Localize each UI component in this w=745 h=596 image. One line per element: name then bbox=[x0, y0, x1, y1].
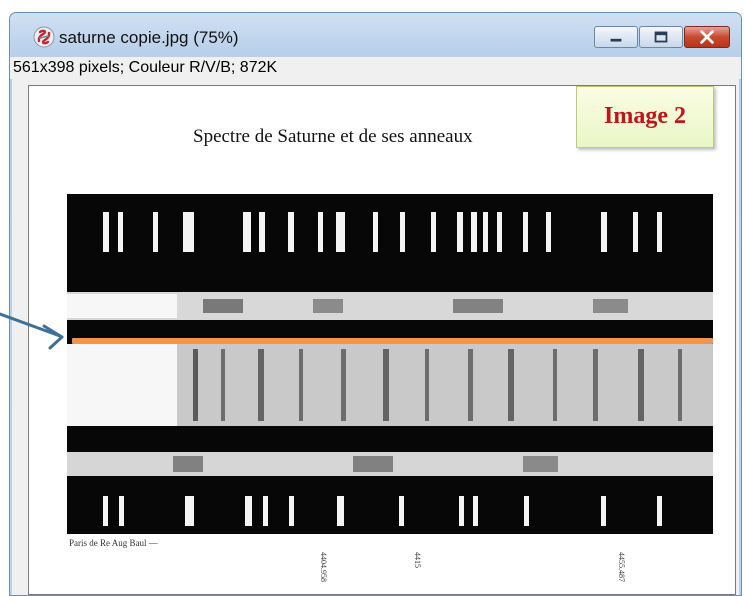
maximize-icon bbox=[654, 31, 668, 43]
bottom-calibration-lines bbox=[103, 496, 662, 526]
wavelength-label-3: 4455.487 bbox=[617, 552, 626, 582]
close-icon bbox=[700, 30, 714, 44]
minimize-icon bbox=[610, 38, 622, 42]
window-title: saturne copie.jpg (75%) bbox=[59, 28, 239, 47]
upper-spectrum-band bbox=[67, 292, 713, 320]
minimize-button[interactable] bbox=[594, 26, 638, 48]
image-canvas[interactable]: Spectre de Saturne et de ses anneaux bbox=[12, 79, 739, 595]
image-caption-label: Image 2 bbox=[576, 86, 714, 148]
top-calibration-lines bbox=[103, 212, 662, 252]
maximize-button[interactable] bbox=[639, 26, 683, 48]
app-icon bbox=[33, 26, 55, 48]
lower-spectrum-band bbox=[67, 452, 713, 476]
wavelength-label-2: 4415 bbox=[413, 552, 422, 568]
wavelength-label-1: 4404.958 bbox=[319, 552, 328, 582]
image-frame: Spectre de Saturne et de ses anneaux bbox=[28, 85, 736, 595]
image-info-bar: 561x398 pixels; Couleur R/V/B; 872K bbox=[10, 57, 741, 79]
spectrum-marker-line bbox=[72, 338, 713, 344]
arrow-icon bbox=[0, 312, 64, 350]
central-spectrum-band bbox=[67, 344, 713, 426]
spectrum-heading: Spectre de Saturne et de ses anneaux bbox=[193, 126, 473, 147]
title-bar[interactable]: saturne copie.jpg (75%) bbox=[10, 13, 741, 51]
spectrum-footer-note: Paris de Re Aug Baul — bbox=[69, 538, 159, 548]
close-button[interactable] bbox=[684, 26, 730, 48]
image-info-text: 561x398 pixels; Couleur R/V/B; 872K bbox=[13, 59, 278, 76]
